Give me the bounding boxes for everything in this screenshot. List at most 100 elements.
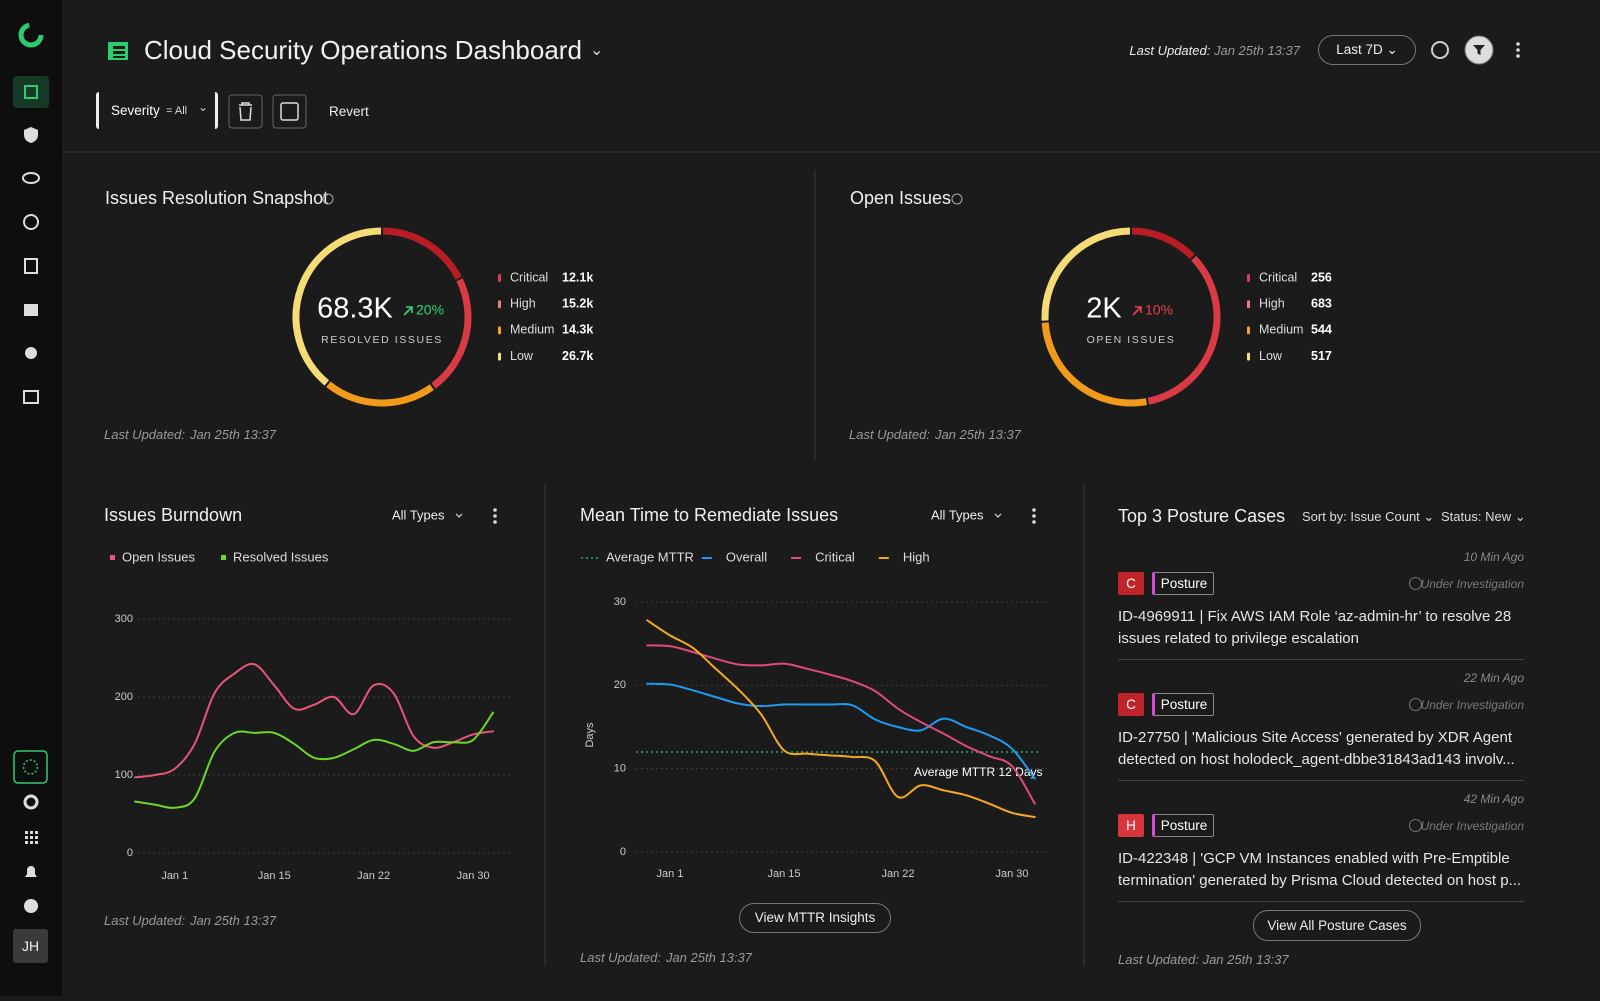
nav-settings[interactable] — [23, 794, 39, 810]
legend-marker — [498, 274, 501, 282]
legend-value: 15.2k — [562, 296, 593, 310]
nav-dashboard[interactable] — [24, 85, 38, 99]
more-menu[interactable] — [493, 514, 497, 518]
legend-label: High — [510, 296, 536, 310]
series-line — [646, 682, 1036, 780]
info-icon — [951, 193, 963, 205]
series-line — [646, 619, 1036, 818]
nav-network[interactable] — [25, 347, 37, 359]
delete-button[interactable] — [228, 94, 263, 129]
nav-shield[interactable] — [24, 127, 38, 143]
value: Jan 25th 13:37 — [1213, 43, 1300, 58]
legend-label: Low — [1259, 349, 1283, 363]
change: 10% — [1145, 302, 1173, 318]
nav-help[interactable] — [24, 899, 38, 913]
status-select[interactable]: Status: New ⌄ — [1441, 509, 1526, 524]
panel-title: Issues Burndown — [104, 505, 242, 525]
severity-filter[interactable]: Severity = All ⌄ — [96, 92, 218, 129]
case-time: 42 Min Ago — [1463, 792, 1524, 806]
range-select[interactable]: Last 7D ⌄ — [1318, 35, 1416, 65]
nav-eye[interactable] — [22, 172, 40, 184]
revert-button[interactable]: Revert — [329, 104, 369, 119]
average-label: Average MTTR 12 Days — [914, 765, 1043, 779]
series-line — [646, 644, 1036, 805]
donut-segment — [326, 381, 434, 407]
avatar[interactable] — [13, 929, 48, 963]
x-tick-label: Jan 15 — [258, 870, 291, 882]
range: Last 7D — [1336, 42, 1383, 57]
case-tag: Posture — [1152, 572, 1214, 595]
change: 20% — [416, 302, 444, 318]
legend-marker — [1247, 326, 1250, 335]
x-tick-label: Jan 1 — [657, 868, 684, 880]
legend-label: Low — [510, 349, 534, 363]
panel-updated: Last Updated: Jan 25th 13:37 — [104, 913, 277, 928]
logo[interactable] — [18, 22, 44, 48]
series-line — [134, 662, 494, 779]
page-title: Cloud Security Operations Dashboard — [144, 35, 582, 65]
x-tick-label: Jan 30 — [995, 868, 1028, 880]
header-actions — [1431, 35, 1520, 65]
panel-updated: Last Updated: Jan 25th 13:37 — [1118, 952, 1289, 967]
panel-title: Mean Time to Remediate Issues — [580, 505, 838, 525]
nav-inbox[interactable] — [23, 390, 39, 404]
legend-label: Medium — [510, 323, 554, 337]
donut-segment — [292, 227, 382, 386]
legend-label: Medium — [1259, 323, 1303, 337]
y-tick-label: 30 — [614, 596, 626, 608]
legend-label: High — [903, 549, 930, 564]
nav-apps[interactable] — [25, 831, 38, 844]
more-menu[interactable] — [1516, 42, 1520, 58]
nav-clipboard[interactable] — [24, 258, 38, 274]
legend-label: Critical — [815, 549, 855, 564]
severity-badge: C — [1118, 693, 1144, 716]
legend-marker — [1247, 352, 1250, 361]
chevron: ⌄ — [198, 100, 209, 114]
donut-segment — [1041, 227, 1131, 321]
sidebar-icons — [13, 22, 49, 963]
more-menu[interactable] — [1032, 520, 1036, 524]
trash-icon — [239, 102, 252, 121]
toolbar-icons — [228, 94, 307, 129]
refresh-icon[interactable] — [1431, 41, 1449, 59]
legend-value: 26.7k — [562, 349, 593, 363]
nav-active[interactable] — [13, 76, 49, 108]
case-status: Under Investigation — [1420, 698, 1524, 712]
label: Last Updated: — [580, 950, 661, 965]
nav-target[interactable] — [23, 214, 39, 230]
case-divider — [1118, 780, 1524, 781]
case-text: ID-422348 | 'GCP VM Instances enabled wi… — [1118, 850, 1522, 889]
more-menu[interactable] — [1032, 514, 1036, 518]
x-tick-label: Jan 22 — [357, 870, 390, 882]
case-status: Under Investigation — [1420, 819, 1524, 833]
nav-bell[interactable] — [25, 866, 37, 877]
nav-assistant[interactable] — [13, 750, 48, 784]
view-all-button[interactable]: View All Posture Cases — [1253, 910, 1421, 941]
case-status: Under Investigation — [1420, 577, 1524, 591]
assistant-icon — [22, 759, 39, 775]
more-menu[interactable] — [493, 508, 497, 512]
donut-segment — [1147, 255, 1221, 405]
more-menu[interactable] — [493, 520, 497, 524]
avatar-initials: JH — [21, 938, 40, 954]
legend-label: Critical — [1259, 270, 1297, 284]
nav-blocks[interactable] — [24, 304, 38, 316]
view-insights-button[interactable]: View MTTR Insights — [739, 903, 891, 933]
filter-icon — [1473, 45, 1485, 55]
more-menu[interactable] — [1032, 508, 1036, 512]
sidebar: JH — [0, 0, 62, 996]
legend-value: 683 — [1311, 296, 1332, 310]
case-tag: Posture — [1152, 693, 1214, 716]
total: 2K — [1086, 293, 1122, 325]
save-button[interactable] — [272, 94, 307, 129]
case-time: 22 Min Ago — [1463, 671, 1524, 685]
case-text: ID-4969911 | Fix AWS IAM Role ‘az-admin-… — [1118, 608, 1512, 647]
legend-marker — [498, 352, 501, 361]
filter-value: = All — [166, 105, 188, 117]
legend-marker — [110, 555, 115, 560]
sort: Sort by: Issue Count — [1302, 509, 1420, 524]
title-dropdown[interactable]: ⌄ — [590, 42, 604, 59]
sort-select[interactable]: Sort by: Issue Count ⌄ — [1302, 509, 1435, 524]
legend-marker — [1247, 300, 1250, 309]
